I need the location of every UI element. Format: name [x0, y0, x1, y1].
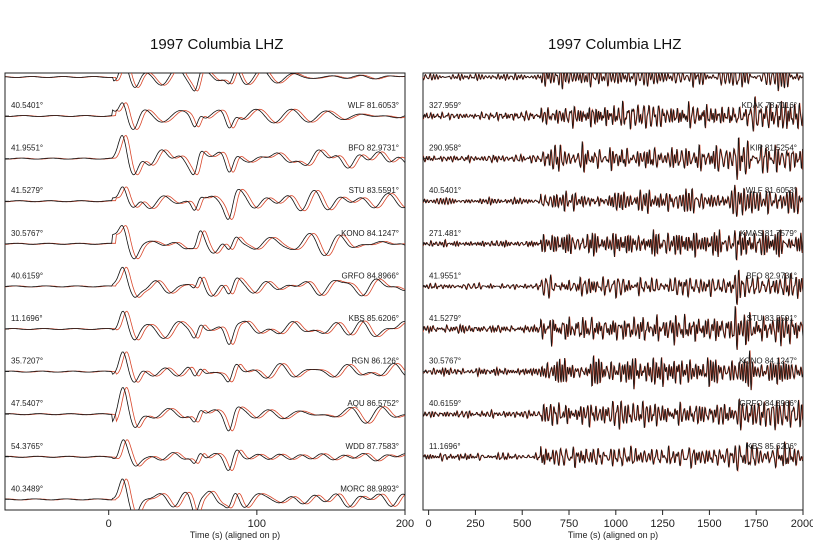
trace-right-label: BFO 82.9731° — [348, 144, 399, 153]
trace-observed — [5, 478, 405, 510]
trace-observed — [5, 225, 405, 260]
trace-left-label: 54.3765° — [11, 442, 43, 451]
trace-right-label: KONO 84.1247° — [341, 229, 399, 238]
trace-left-label: 41.9551° — [11, 144, 43, 153]
trace-synthetic — [5, 186, 405, 220]
x-tick-label: 1500 — [697, 518, 721, 530]
trace-right-label: RGN 86.126° — [351, 357, 399, 366]
trace-right-label: KIP 81.5254° — [750, 144, 797, 153]
trace-left-label: 40.5401° — [11, 101, 43, 110]
x-axis-label: Time (s) (aligned on p) — [190, 530, 280, 540]
trace-observed — [423, 350, 803, 391]
trace-synthetic — [5, 134, 405, 176]
trace-observed — [5, 266, 405, 298]
right-panel-title: 1997 Columbia LHZ — [548, 36, 682, 53]
trace-synthetic — [5, 310, 405, 345]
left-panel: 40.5401° WLF 81.6053° 41.9551° BFO 82.9731°… — [4, 72, 414, 540]
trace-right-label: STU 83.5591° — [349, 186, 399, 195]
x-axis-label: Time (s) (aligned on p) — [568, 530, 658, 540]
traces-group — [5, 73, 405, 510]
x-tick-label: 1000 — [604, 518, 628, 530]
trace-observed-top — [423, 73, 803, 92]
trace-observed — [423, 96, 803, 132]
trace-observed — [5, 351, 405, 383]
trace-left-label: 30.5767° — [11, 229, 43, 238]
trace-left-label: 40.5401° — [429, 186, 461, 195]
x-tick-label: 0 — [426, 518, 432, 530]
trace-left-label: 41.5279° — [429, 314, 461, 323]
trace-observed — [5, 439, 405, 471]
trace-left-label: 47.5407° — [11, 399, 43, 408]
trace-observed — [5, 310, 405, 345]
trace-left-label: 290.958° — [429, 144, 461, 153]
trace-left-label: 11.1696° — [429, 442, 461, 451]
x-tick-label: 250 — [466, 518, 484, 530]
trace-right-label: BFO 82.9731° — [746, 271, 797, 280]
trace-observed — [423, 269, 803, 305]
trace-observed — [5, 102, 405, 130]
trace-right-label: STU 83.5591° — [747, 314, 797, 323]
trace-left-label: 41.5279° — [11, 186, 43, 195]
x-tick-label: 500 — [513, 518, 531, 530]
x-tick-label: 1750 — [744, 518, 768, 530]
trace-right-label: KBS 85.6206° — [349, 314, 399, 323]
trace-observed — [5, 134, 405, 176]
trace-right-label: WDD 87.7583° — [346, 442, 399, 451]
left-panel-title: 1997 Columbia LHZ — [150, 36, 284, 53]
trace-synthetic-top — [5, 73, 405, 92]
traces-group — [423, 73, 803, 473]
plot-frame — [4, 72, 406, 511]
trace-left-label: 40.6159° — [11, 271, 43, 280]
x-tick-label: 750 — [560, 518, 578, 530]
trace-left-label: 11.1696° — [11, 314, 43, 323]
trace-left-label: 30.5767° — [429, 357, 461, 366]
right-panel: 327.959° KDAK 78.7116° 290.958° KIP 81.5254… — [422, 72, 813, 540]
x-tick-label: 0 — [106, 518, 112, 530]
trace-right-label: GRFO 84.8966° — [740, 399, 797, 408]
trace-right-label: GRFO 84.8966° — [342, 271, 399, 280]
trace-right-label: KBS 85.6206° — [747, 442, 797, 451]
trace-observed — [423, 137, 803, 180]
trace-left-label: 35.7207° — [11, 357, 43, 366]
trace-left-label: 327.959° — [429, 101, 461, 110]
x-tick-label: 200 — [396, 518, 414, 530]
x-tick-label: 1250 — [650, 518, 674, 530]
trace-left-label: 271.481° — [429, 229, 461, 238]
trace-right-label: KONO 84.1247° — [739, 357, 797, 366]
trace-right-label: MORC 88.9893° — [340, 484, 399, 493]
trace-right-label: KMAS 81.7579° — [740, 229, 797, 238]
trace-synthetic — [5, 351, 405, 383]
trace-synthetic — [423, 398, 803, 431]
trace-left-label: 40.6159° — [429, 399, 461, 408]
x-tick-label: 2000 — [791, 518, 813, 530]
trace-observed — [5, 186, 405, 220]
trace-right-label: WLF 81.6053° — [348, 101, 399, 110]
trace-observed — [423, 397, 803, 431]
trace-observed — [423, 229, 803, 261]
trace-left-label: 41.9551° — [429, 271, 461, 280]
trace-observed — [5, 387, 405, 432]
trace-observed — [423, 441, 803, 471]
trace-observed — [423, 184, 803, 217]
trace-observed — [423, 306, 803, 350]
trace-right-label: WLF 81.6053° — [746, 186, 797, 195]
trace-right-label: AQU 86.5752° — [347, 399, 399, 408]
trace-left-label: 40.3489° — [11, 484, 43, 493]
x-tick-label: 100 — [248, 518, 266, 530]
trace-observed-top — [5, 73, 405, 92]
trace-right-label: KDAK 78.7116° — [741, 101, 797, 110]
trace-synthetic — [5, 387, 405, 432]
